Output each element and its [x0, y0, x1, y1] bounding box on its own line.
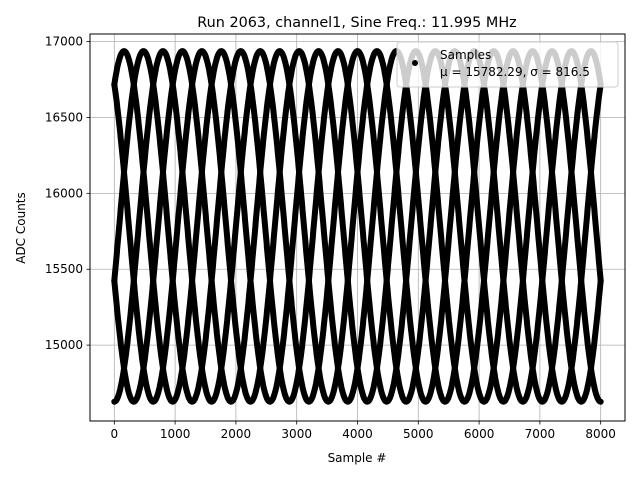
chart-title: Run 2063, channel1, Sine Freq.: 11.995 M…	[197, 15, 516, 31]
y-tick-label: 16500	[45, 110, 83, 124]
x-tick-label: 5000	[403, 427, 434, 441]
legend-marker	[412, 60, 418, 66]
legend: Samples μ = 15782.29, σ = 816.5	[396, 41, 619, 88]
sample-phase-trace	[111, 48, 604, 405]
legend-series-label: Samples	[440, 48, 491, 62]
x-tick-label: 2000	[221, 427, 252, 441]
x-axis-label: Sample #	[328, 451, 387, 465]
x-tick-label: 4000	[342, 427, 373, 441]
y-tick-label: 17000	[45, 35, 83, 49]
y-axis-ticks: 15000 15500 16000 16500 17000	[45, 35, 90, 352]
legend-stats-label: μ = 15782.29, σ = 816.5	[440, 65, 590, 79]
x-tick-label: 6000	[464, 427, 495, 441]
x-tick-label: 0	[110, 427, 118, 441]
x-tick-label: 1000	[160, 427, 191, 441]
y-tick-label: 15500	[45, 262, 83, 276]
legend-box	[396, 41, 619, 88]
y-axis-label: ADC Counts	[14, 192, 28, 264]
sample-phase-trace	[111, 48, 604, 405]
sample-phase-trace	[111, 48, 604, 405]
y-tick-label: 15000	[45, 338, 83, 352]
y-tick-label: 16000	[45, 186, 83, 200]
x-tick-label: 7000	[525, 427, 556, 441]
x-tick-label: 3000	[281, 427, 312, 441]
x-axis-ticks: 0 1000 2000 3000 4000 5000 6000 7000 8000	[110, 421, 616, 441]
x-tick-label: 8000	[585, 427, 616, 441]
